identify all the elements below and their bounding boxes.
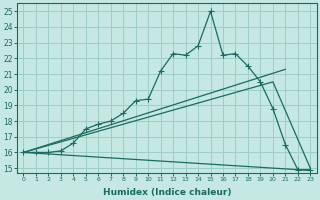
X-axis label: Humidex (Indice chaleur): Humidex (Indice chaleur) [103,188,231,197]
